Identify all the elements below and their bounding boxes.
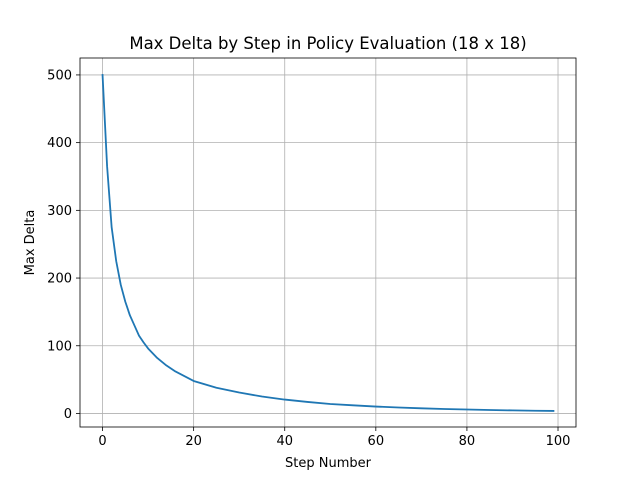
y-tick-label: 400 [47, 136, 72, 151]
ticks-layer: 0 20 40 60 80 100 0 100 200 300 400 500 [47, 68, 570, 449]
series-line-max-delta [101, 73, 555, 412]
x-tick-label: 100 [546, 434, 571, 449]
x-tick-label: 0 [98, 434, 106, 449]
y-axis-label: Max Delta [23, 210, 38, 276]
axes-frame [79, 57, 577, 428]
chart-title: Max Delta by Step in Policy Evaluation (… [129, 34, 526, 53]
x-tick-label: 80 [459, 434, 476, 449]
y-tick-label: 300 [47, 204, 72, 219]
x-tick-label: 40 [276, 434, 293, 449]
y-tick-label: 200 [47, 272, 72, 287]
x-tick-label: 60 [368, 434, 385, 449]
grid-layer [80, 58, 576, 427]
x-axis-label: Step Number [285, 456, 372, 471]
series-layer [101, 73, 555, 412]
y-tick-label: 0 [64, 407, 72, 422]
y-tick-label: 100 [47, 339, 72, 354]
x-tick-label: 20 [185, 434, 202, 449]
y-tick-label: 500 [47, 68, 72, 83]
